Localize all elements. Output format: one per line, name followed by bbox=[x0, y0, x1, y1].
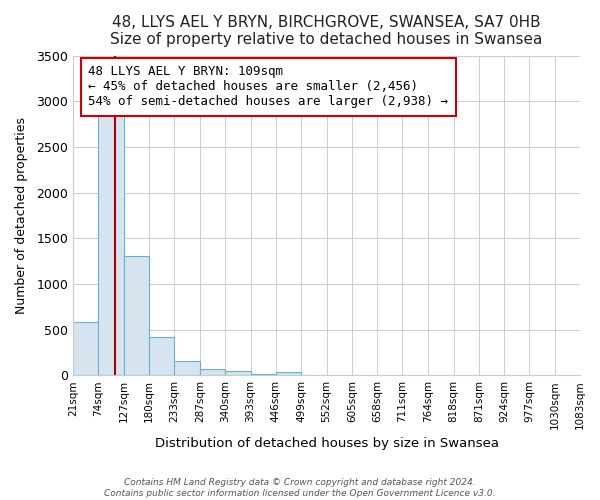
Bar bbox=[98, 110, 124, 375]
Title: 48, LLYS AEL Y BRYN, BIRCHGROVE, SWANSEA, SA7 0HB
Size of property relative to d: 48, LLYS AEL Y BRYN, BIRCHGROVE, SWANSEA… bbox=[110, 15, 543, 48]
Bar bbox=[251, 374, 276, 375]
Text: 48 LLYS AEL Y BRYN: 109sqm
← 45% of detached houses are smaller (2,456)
54% of s: 48 LLYS AEL Y BRYN: 109sqm ← 45% of deta… bbox=[88, 65, 448, 108]
Bar bbox=[73, 322, 98, 375]
Bar bbox=[149, 337, 174, 375]
Y-axis label: Number of detached properties: Number of detached properties bbox=[15, 117, 28, 314]
Bar bbox=[226, 371, 251, 375]
X-axis label: Distribution of detached houses by size in Swansea: Distribution of detached houses by size … bbox=[155, 437, 499, 450]
Bar bbox=[200, 369, 226, 375]
Bar bbox=[276, 372, 301, 375]
Bar bbox=[124, 256, 149, 375]
Bar bbox=[174, 362, 200, 375]
Text: Contains HM Land Registry data © Crown copyright and database right 2024.
Contai: Contains HM Land Registry data © Crown c… bbox=[104, 478, 496, 498]
